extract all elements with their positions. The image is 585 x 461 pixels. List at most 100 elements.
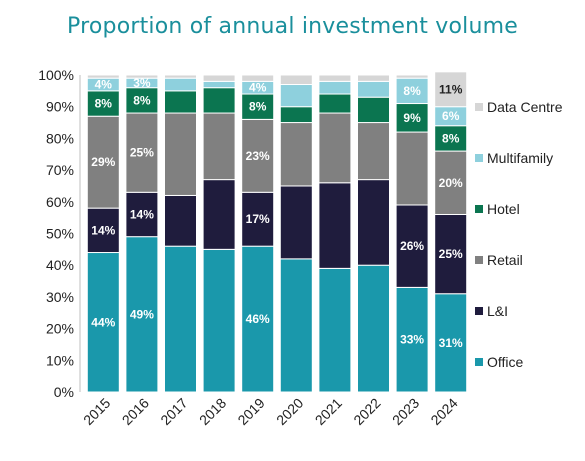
- bar-segment-retail-2024: [434, 150, 468, 215]
- legend-label: L&I: [487, 303, 508, 319]
- data-label: 4%: [95, 78, 113, 92]
- data-label: 8%: [442, 131, 460, 145]
- bars: 44% 14% 29% 8% 4% 49% 14% 25% 8% 3% 46% 17% 23% 8% 4% 3…: [86, 71, 468, 393]
- bar-segment-multifamily-2022: [357, 80, 390, 98]
- bar-stack-2023: 33% 26% 9% 8%: [395, 74, 429, 393]
- bar-segment-office-2021: [318, 267, 352, 393]
- bar-segment-l-i-2021: [318, 182, 352, 269]
- bar-segment-multifamily-2020: [279, 84, 313, 108]
- y-tick-label: 50%: [46, 226, 74, 242]
- bar-segment-office-2020: [279, 258, 313, 393]
- bar-segment-data-centre-2015: [86, 74, 120, 79]
- bar-segment-multifamily-2018: [202, 80, 236, 89]
- bar-segment-l-i-2019: [241, 191, 275, 247]
- bar-segment-office-2018: [202, 248, 236, 393]
- bar-segment-data-centre-2021: [318, 74, 352, 82]
- bar-stack-2017: [164, 74, 197, 393]
- x-axis: 2015 2016 2017 2018 2019 2020 2021 2022 2023 2024: [80, 395, 461, 428]
- data-label: 14%: [130, 207, 154, 221]
- bar-segment-retail-2016: [125, 112, 159, 193]
- bar-segment-data-centre-2017: [164, 74, 197, 79]
- legend-label: Retail: [487, 252, 523, 268]
- bar-segment-data-centre-2020: [279, 74, 313, 86]
- y-tick-label: 10%: [46, 352, 74, 368]
- legend-swatch: [475, 205, 483, 213]
- bar-segment-data-centre-2019: [241, 74, 275, 82]
- x-tick-label: 2018: [196, 395, 229, 428]
- legend-swatch: [475, 307, 483, 315]
- y-tick-label: 60%: [46, 194, 74, 210]
- data-label: 29%: [91, 155, 115, 169]
- legend: Data Centre Multifamily Hotel Retail L&I Offi…: [475, 99, 563, 370]
- data-label: 8%: [95, 97, 113, 111]
- y-tick-label: 30%: [46, 289, 74, 305]
- data-label: 49%: [130, 307, 154, 321]
- legend-item-data-centre: Data Centre: [475, 99, 563, 115]
- data-label: 4%: [249, 81, 267, 95]
- data-label: 8%: [403, 84, 421, 98]
- bar-stack-2018: [202, 74, 236, 393]
- bar-segment-retail-2020: [279, 122, 313, 187]
- bar-segment-hotel-2016: [125, 87, 159, 114]
- bar-segment-office-2016: [125, 236, 159, 393]
- y-axis: 0% 10% 20% 30% 40% 50% 60% 70% 80% 90% 100%: [38, 67, 81, 400]
- legend-label: Data Centre: [487, 99, 563, 115]
- bar-segment-data-centre-2018: [202, 74, 236, 82]
- bar-stack-2020: [279, 74, 313, 393]
- legend-label: Hotel: [487, 201, 520, 217]
- y-tick-label: 80%: [46, 130, 74, 146]
- y-tick-label: 20%: [46, 321, 74, 337]
- legend-item-retail: Retail: [475, 252, 523, 268]
- bar-segment-hotel-2021: [318, 93, 352, 114]
- legend-swatch: [475, 154, 483, 162]
- legend-swatch: [475, 103, 483, 111]
- legend-swatch: [475, 358, 483, 366]
- legend-label: Office: [487, 354, 524, 370]
- bar-segment-hotel-2017: [164, 90, 197, 114]
- bar-segment-office-2022: [357, 264, 390, 393]
- data-label: 26%: [400, 239, 424, 253]
- bar-segment-l-i-2015: [86, 207, 120, 254]
- data-label: 6%: [442, 109, 460, 123]
- bar-segment-office-2024: [434, 293, 468, 393]
- bar-segment-l-i-2017: [164, 194, 197, 247]
- bar-segment-hotel-2019: [241, 93, 275, 120]
- data-label: 25%: [439, 247, 463, 261]
- x-tick-label: 2019: [234, 395, 267, 428]
- bar-stack-2022: [357, 74, 390, 393]
- bar-segment-retail-2023: [395, 131, 429, 206]
- bar-stack-2015: 44% 14% 29% 8% 4%: [86, 74, 120, 393]
- bar-stack-2019: 46% 17% 23% 8% 4%: [241, 74, 275, 393]
- data-label: 33%: [400, 333, 424, 347]
- x-tick-label: 2017: [157, 395, 190, 428]
- legend-item-multifamily: Multifamily: [475, 150, 553, 166]
- bar-segment-multifamily-2023: [395, 77, 429, 105]
- bar-stack-2016: 49% 14% 25% 8% 3%: [125, 74, 159, 393]
- y-tick-label: 0%: [54, 384, 74, 400]
- y-tick-label: 70%: [46, 162, 74, 178]
- x-tick-label: 2015: [80, 395, 113, 428]
- y-tick-label: 100%: [38, 67, 74, 83]
- bar-segment-retail-2021: [318, 112, 352, 184]
- bar-segment-retail-2017: [164, 112, 197, 196]
- y-tick-label: 90%: [46, 99, 74, 115]
- bar-stack-2024: 31% 25% 20% 8% 6% 11%: [434, 71, 468, 393]
- bar-segment-office-2019: [241, 245, 275, 393]
- legend-swatch: [475, 256, 483, 264]
- data-label: 25%: [130, 146, 154, 160]
- bar-segment-data-centre-2024: [434, 71, 468, 108]
- bar-stack-2021: [318, 74, 352, 393]
- data-label: 44%: [91, 315, 115, 329]
- bar-segment-hotel-2015: [86, 90, 120, 117]
- bar-segment-data-centre-2022: [357, 74, 390, 82]
- data-label: 14%: [91, 223, 115, 237]
- bar-segment-l-i-2016: [125, 191, 159, 238]
- y-tick-label: 40%: [46, 257, 74, 273]
- bar-segment-hotel-2022: [357, 96, 390, 124]
- bar-segment-office-2017: [164, 245, 197, 393]
- chart-title: Proportion of annual investment volume: [67, 14, 518, 39]
- x-tick-label: 2024: [427, 395, 460, 428]
- legend-label: Multifamily: [487, 150, 553, 166]
- bar-segment-data-centre-2016: [125, 74, 159, 79]
